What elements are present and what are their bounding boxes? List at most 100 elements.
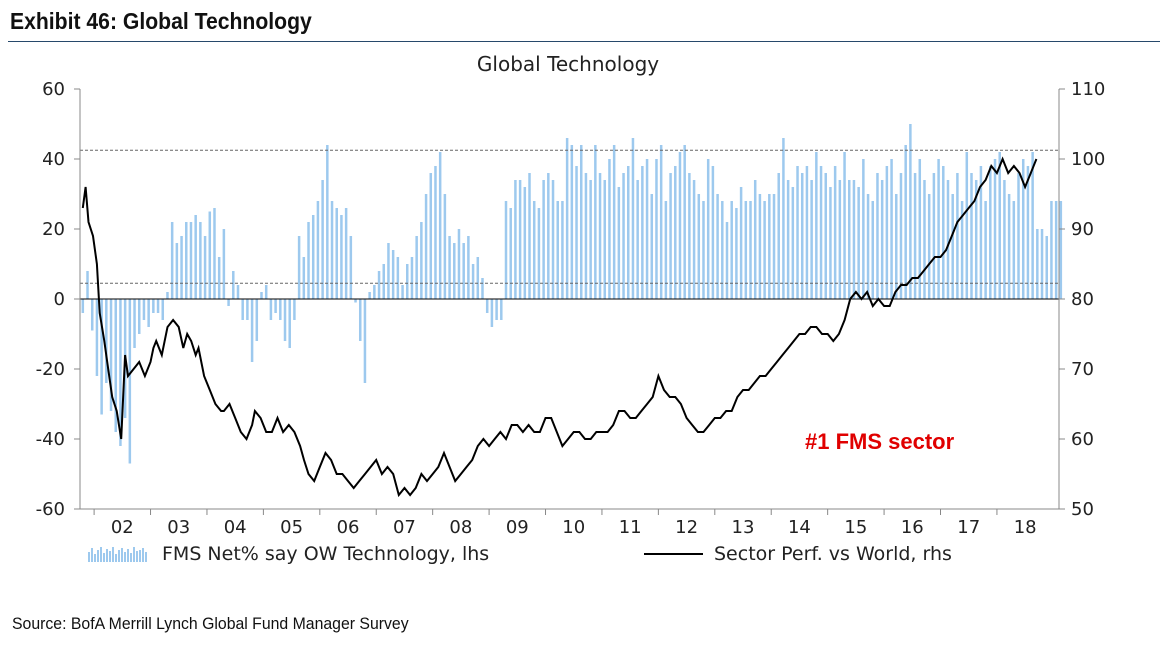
fms-bar bbox=[147, 299, 150, 327]
fms-bar bbox=[260, 292, 263, 299]
legend-bar-swatch-bar bbox=[97, 550, 99, 562]
fms-bar bbox=[721, 201, 724, 299]
fms-bar bbox=[222, 229, 226, 299]
x-tick-label: 11 bbox=[619, 517, 642, 538]
fms-bar bbox=[279, 299, 282, 320]
fms-bar bbox=[702, 201, 705, 299]
x-tick-label: 10 bbox=[562, 517, 585, 538]
fms-bar bbox=[758, 194, 762, 299]
fms-bar bbox=[246, 299, 249, 320]
legend-bar-swatch-bar bbox=[136, 551, 138, 562]
x-tick-label: 12 bbox=[675, 517, 698, 538]
fms-bar bbox=[105, 299, 108, 383]
fms-bar bbox=[81, 299, 85, 313]
fms-bar bbox=[876, 173, 879, 299]
fms-bar bbox=[645, 159, 649, 299]
fms-bar bbox=[885, 166, 889, 299]
x-tick-label: 14 bbox=[788, 517, 811, 538]
legend: FMS Net% say OW Technology, lhs Sector P… bbox=[88, 543, 952, 565]
x-tick-label: 08 bbox=[449, 517, 472, 538]
fms-bar bbox=[688, 173, 691, 299]
x-tick-label: 16 bbox=[901, 517, 924, 538]
fms-bar bbox=[782, 138, 785, 299]
fms-bar bbox=[970, 173, 973, 299]
fms-bar bbox=[302, 257, 306, 299]
fms-bar bbox=[90, 299, 94, 331]
fms-bar bbox=[1050, 201, 1053, 299]
fms-bar bbox=[1054, 201, 1058, 299]
fms-bar bbox=[659, 145, 663, 299]
fms-bar bbox=[504, 201, 508, 299]
fms-bar bbox=[495, 299, 498, 320]
fms-bar bbox=[109, 299, 113, 411]
fms-bar bbox=[843, 152, 846, 299]
fms-bar bbox=[791, 187, 795, 299]
fms-bar bbox=[683, 145, 686, 299]
fms-bar bbox=[946, 180, 950, 299]
legend-bar-swatch-bar bbox=[124, 552, 126, 562]
fms-bar bbox=[457, 229, 461, 299]
fms-bar bbox=[1031, 152, 1034, 299]
fms-bar bbox=[641, 166, 644, 299]
fms-bar bbox=[805, 166, 809, 299]
fms-bar bbox=[768, 194, 771, 299]
fms-bar bbox=[824, 173, 827, 299]
fms-bar bbox=[307, 222, 310, 299]
fms-bar bbox=[561, 201, 564, 299]
fms-bar bbox=[984, 201, 987, 299]
fms-bar bbox=[518, 180, 522, 299]
right-tick-label: 110 bbox=[1071, 79, 1105, 100]
legend-bar-swatch-bar bbox=[115, 554, 117, 562]
fms-bar bbox=[927, 194, 931, 299]
fms-bar bbox=[326, 145, 329, 299]
fms-bar bbox=[438, 152, 442, 299]
x-tick-label: 03 bbox=[167, 517, 190, 538]
fms-bar bbox=[532, 201, 536, 299]
fms-bar bbox=[763, 201, 766, 299]
fms-bar bbox=[866, 194, 870, 299]
right-tick-label: 60 bbox=[1071, 429, 1094, 450]
fms-bar bbox=[241, 299, 244, 320]
fms-bar bbox=[358, 299, 362, 341]
fms-bar bbox=[608, 159, 611, 299]
fms-bar bbox=[462, 243, 465, 299]
x-tick-label: 05 bbox=[280, 517, 303, 538]
fms-bar bbox=[956, 173, 959, 299]
fms-bar bbox=[636, 180, 639, 299]
fms-bar bbox=[871, 201, 875, 299]
fms-bar bbox=[335, 208, 338, 299]
fms-bar bbox=[815, 152, 818, 299]
fms-bar bbox=[603, 180, 606, 299]
fms-bar bbox=[203, 236, 207, 299]
legend-bar-swatch-bar bbox=[121, 548, 123, 562]
legend-label-fms: FMS Net% say OW Technology, lhs bbox=[162, 543, 489, 565]
fms-bar bbox=[232, 271, 235, 299]
left-tick-label: -60 bbox=[36, 499, 65, 520]
fms-bar bbox=[998, 152, 1001, 299]
fms-bar bbox=[692, 180, 696, 299]
legend-bar-swatch-bar bbox=[109, 551, 111, 562]
left-tick-label: 40 bbox=[42, 149, 65, 170]
fms-bar bbox=[725, 222, 729, 299]
fms-bar bbox=[490, 299, 494, 327]
legend-bar-swatch-bar bbox=[142, 548, 144, 562]
right-axis-labels: 110 100 90 80 70 60 50 bbox=[1071, 79, 1105, 520]
fms-bar bbox=[918, 159, 922, 299]
fms-bar bbox=[283, 299, 287, 341]
left-tick-label: 20 bbox=[42, 219, 65, 240]
fms-bar bbox=[862, 159, 865, 299]
right-tick-label: 80 bbox=[1071, 289, 1094, 310]
fms-bar bbox=[579, 145, 583, 299]
fms-bar bbox=[777, 173, 780, 299]
fms-bar bbox=[993, 159, 997, 299]
fms-bar bbox=[753, 180, 757, 299]
right-tick-label: 90 bbox=[1071, 219, 1094, 240]
fms-bar bbox=[236, 285, 240, 299]
fms-bar bbox=[119, 299, 122, 446]
fms-bar bbox=[250, 299, 254, 362]
legend-bar-swatch-bar bbox=[88, 552, 90, 562]
fms-bar bbox=[377, 271, 381, 299]
fms-bar bbox=[227, 299, 230, 306]
source-note: Source: BofA Merrill Lynch Global Fund M… bbox=[12, 614, 409, 633]
fms-bar bbox=[453, 243, 456, 299]
